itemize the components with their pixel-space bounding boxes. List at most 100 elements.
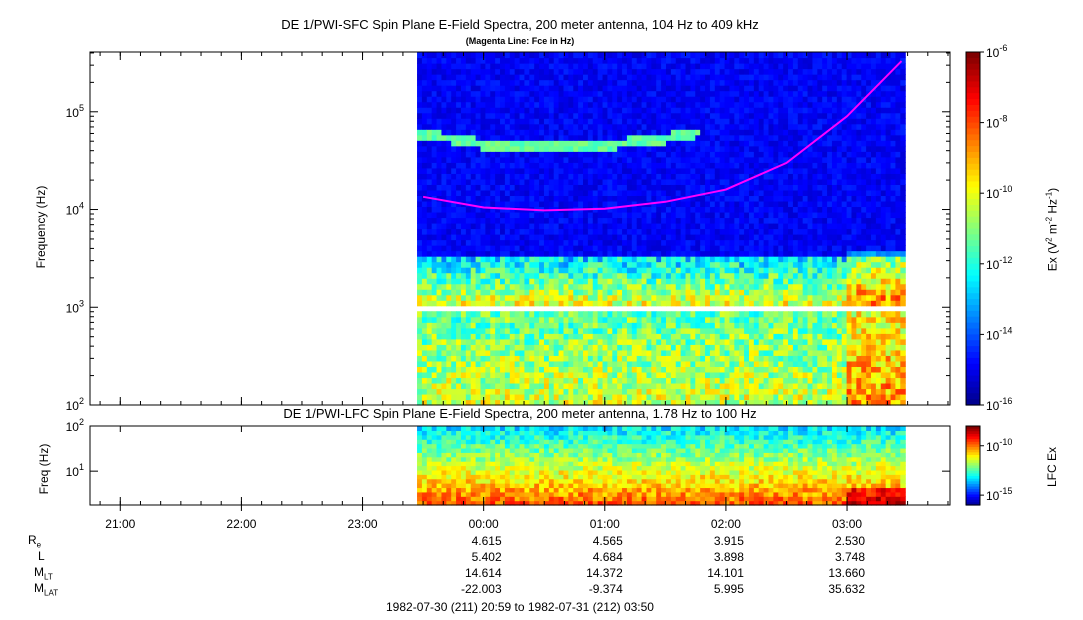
sfc-cell bbox=[607, 112, 613, 119]
sfc-cell bbox=[622, 200, 628, 208]
sfc-cell bbox=[465, 338, 472, 345]
sfc-cell bbox=[797, 173, 804, 180]
sfc-cell bbox=[543, 134, 550, 141]
sfc-cell bbox=[568, 195, 574, 202]
sfc-cell bbox=[431, 267, 438, 274]
sfc-cell bbox=[636, 74, 643, 81]
sfc-cell bbox=[597, 371, 604, 379]
sfc-cell bbox=[509, 145, 516, 152]
sfc-cell bbox=[792, 178, 799, 185]
sfc-cell bbox=[792, 272, 799, 279]
sfc-cell bbox=[500, 349, 506, 356]
sfc-cell bbox=[734, 316, 740, 323]
sfc-cell bbox=[495, 261, 501, 268]
sfc-cell bbox=[539, 178, 545, 185]
sfc-cell bbox=[597, 382, 604, 390]
sfc-cell bbox=[500, 90, 506, 97]
sfc-cell bbox=[753, 250, 760, 257]
sfc-cell bbox=[783, 344, 789, 351]
sfc-cell bbox=[524, 360, 530, 367]
sfc-cell bbox=[656, 189, 662, 197]
sfc-cell bbox=[573, 250, 579, 257]
sfc-cell bbox=[612, 52, 618, 59]
sfc-cell bbox=[626, 250, 633, 257]
sfc-cell bbox=[480, 217, 486, 224]
sfc-cell bbox=[758, 96, 765, 103]
sfc-cell bbox=[797, 256, 804, 263]
sfc-cell bbox=[661, 96, 667, 103]
sfc-cell bbox=[431, 167, 438, 174]
sfc-cell bbox=[421, 382, 428, 390]
sfc-cell bbox=[529, 79, 535, 86]
sfc-cell bbox=[690, 222, 696, 230]
sfc-cell bbox=[665, 134, 672, 141]
sfc-cell bbox=[583, 167, 589, 174]
sfc-cell bbox=[641, 272, 648, 279]
sfc-cell bbox=[607, 189, 613, 197]
sfc-cell bbox=[626, 96, 633, 103]
sfc-cell bbox=[709, 222, 716, 230]
sfc-cell bbox=[456, 393, 462, 401]
sfc-cell bbox=[778, 156, 784, 163]
sfc-cell bbox=[690, 217, 696, 224]
sfc-cell bbox=[729, 377, 735, 384]
sfc-cell bbox=[651, 360, 657, 367]
sfc-cell bbox=[646, 322, 652, 329]
sfc-cell bbox=[622, 355, 628, 362]
sfc-cell bbox=[583, 211, 589, 219]
sfc-cell bbox=[758, 145, 765, 152]
sfc-cell bbox=[734, 222, 740, 230]
sfc-cell bbox=[568, 267, 574, 274]
sfc-cell bbox=[797, 123, 804, 130]
sfc-cell bbox=[675, 234, 682, 241]
sfc-cell bbox=[568, 211, 574, 219]
sfc-cell bbox=[763, 245, 770, 252]
sfc-cell bbox=[465, 184, 472, 191]
sfc-cell bbox=[607, 107, 613, 114]
sfc-cell bbox=[500, 261, 506, 268]
sfc-cell bbox=[705, 256, 711, 263]
sfc-cell bbox=[509, 173, 516, 180]
sfc-cell bbox=[480, 129, 486, 136]
sfc-cell bbox=[651, 256, 657, 263]
sfc-cell bbox=[753, 96, 760, 103]
sfc-cell bbox=[631, 140, 638, 147]
sfc-cell bbox=[504, 134, 511, 141]
sfc-cell bbox=[626, 371, 633, 379]
sfc-cell bbox=[417, 349, 423, 356]
sfc-cell bbox=[602, 90, 609, 97]
sfc-cell bbox=[744, 85, 750, 92]
sfc-cell bbox=[778, 90, 784, 97]
sfc-cell bbox=[744, 129, 750, 136]
sfc-cell bbox=[548, 239, 555, 246]
sfc-cell bbox=[485, 217, 491, 224]
sfc-cell bbox=[490, 311, 496, 318]
sfc-cell bbox=[690, 327, 696, 334]
sfc-cell bbox=[783, 294, 789, 301]
sfc-cell bbox=[573, 272, 579, 279]
sfc-cell bbox=[421, 167, 428, 174]
sfc-cell bbox=[705, 167, 711, 174]
sfc-cell bbox=[465, 178, 472, 185]
sfc-cell bbox=[778, 316, 784, 323]
sfc-cell bbox=[753, 79, 760, 86]
sfc-cell bbox=[641, 118, 648, 125]
sfc-cell bbox=[719, 283, 726, 290]
sfc-cell bbox=[802, 371, 809, 379]
sfc-cell bbox=[788, 118, 794, 125]
sfc-cell bbox=[758, 162, 765, 169]
sfc-cell bbox=[539, 338, 545, 345]
sfc-cell bbox=[436, 134, 443, 141]
sfc-cell bbox=[553, 311, 560, 318]
sfc-cell bbox=[758, 178, 765, 185]
sfc-cell bbox=[509, 349, 516, 356]
sfc-cell bbox=[509, 74, 516, 81]
sfc-cell bbox=[734, 349, 740, 356]
sfc-cell bbox=[426, 85, 433, 92]
sfc-cell bbox=[646, 355, 652, 362]
sfc-cell bbox=[675, 228, 682, 235]
sfc-cell bbox=[753, 129, 760, 136]
sfc-cell bbox=[763, 316, 770, 323]
sfc-cell bbox=[509, 85, 516, 92]
sfc-cell bbox=[587, 250, 594, 257]
